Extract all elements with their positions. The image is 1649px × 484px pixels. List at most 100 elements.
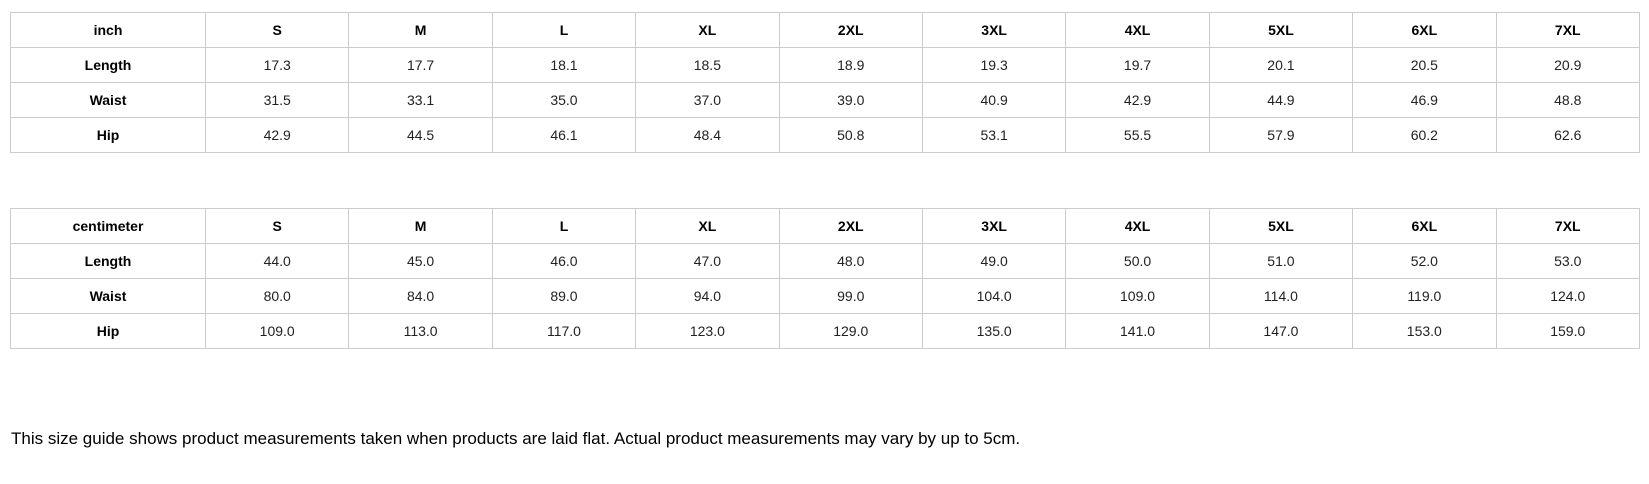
size-table-inch: inch S M L XL 2XL 3XL 4XL 5XL 6XL 7XL Length 17.3 17.… [10,12,1641,153]
measurement-cell: 42.9 [204,117,350,153]
measurement-cell: 48.4 [635,117,780,153]
measurement-cell: 104.0 [921,278,1067,314]
size-table-centimeter: centimeter S M L XL 2XL 3XL 4XL 5XL 6XL 7XL Length 4… [10,208,1641,349]
measurement-cell: 153.0 [1352,313,1497,349]
size-header-cell: XL [635,12,780,48]
unit-header-cell: inch [10,12,206,48]
measurement-cell: 119.0 [1352,278,1497,314]
row-label-cell: Hip [10,313,206,349]
measurement-cell: 37.0 [635,82,780,118]
measurement-cell: 18.9 [778,47,923,83]
measurement-cell: 60.2 [1352,117,1497,153]
size-header-cell: 7XL [1495,208,1641,244]
measurement-cell: 33.1 [348,82,493,118]
row-label-cell: Hip [10,117,206,153]
measurement-cell: 159.0 [1495,313,1641,349]
measurement-cell: 48.8 [1495,82,1641,118]
measurement-cell: 109.0 [204,313,350,349]
row-label-cell: Waist [10,82,206,118]
measurement-cell: 62.6 [1495,117,1641,153]
measurement-cell: 44.0 [204,243,350,279]
table-body: inch S M L XL 2XL 3XL 4XL 5XL 6XL 7XL Length 17.3 17.… [10,12,1641,153]
measurement-cell: 109.0 [1065,278,1210,314]
measurement-row: Waist 80.0 84.0 89.0 94.0 99.0 104.0 109.0 114.0… [10,278,1641,314]
measurement-cell: 46.1 [491,117,637,153]
measurement-cell: 44.5 [348,117,493,153]
size-header-cell: 4XL [1065,12,1210,48]
measurement-cell: 123.0 [635,313,780,349]
measurement-cell: 42.9 [1065,82,1210,118]
measurement-cell: 135.0 [921,313,1067,349]
measurement-cell: 40.9 [921,82,1067,118]
measurement-cell: 17.3 [204,47,350,83]
size-header-cell: 6XL [1352,12,1497,48]
measurement-cell: 50.8 [778,117,923,153]
measurement-cell: 114.0 [1208,278,1354,314]
measurement-cell: 80.0 [204,278,350,314]
row-label-cell: Length [10,47,206,83]
measurement-cell: 20.5 [1352,47,1497,83]
measurement-cell: 124.0 [1495,278,1641,314]
header-row: centimeter S M L XL 2XL 3XL 4XL 5XL 6XL 7XL [10,208,1641,244]
measurement-cell: 51.0 [1208,243,1354,279]
measurement-cell: 18.5 [635,47,780,83]
measurement-cell: 147.0 [1208,313,1354,349]
measurement-cell: 46.9 [1352,82,1497,118]
measurement-cell: 44.9 [1208,82,1354,118]
size-header-cell: 2XL [778,12,923,48]
measurement-cell: 53.1 [921,117,1067,153]
size-header-cell: S [204,12,350,48]
size-header-cell: 3XL [921,12,1067,48]
measurement-cell: 94.0 [635,278,780,314]
header-row: inch S M L XL 2XL 3XL 4XL 5XL 6XL 7XL [10,12,1641,48]
measurement-cell: 57.9 [1208,117,1354,153]
table-spacer [10,153,1640,208]
measurement-row: Hip 42.9 44.5 46.1 48.4 50.8 53.1 55.5 57.9 60.2 6… [10,117,1641,153]
row-label-cell: Length [10,243,206,279]
size-header-cell: 5XL [1208,208,1354,244]
size-header-cell: M [348,208,493,244]
measurement-cell: 50.0 [1065,243,1210,279]
measurement-cell: 20.1 [1208,47,1354,83]
measurement-cell: 89.0 [491,278,637,314]
size-header-cell: 6XL [1352,208,1497,244]
measurement-cell: 141.0 [1065,313,1210,349]
size-header-cell: M [348,12,493,48]
table-body: centimeter S M L XL 2XL 3XL 4XL 5XL 6XL 7XL Length 4… [10,208,1641,349]
size-header-cell: L [491,208,637,244]
unit-header-cell: centimeter [10,208,206,244]
size-header-cell: S [204,208,350,244]
measurement-cell: 52.0 [1352,243,1497,279]
measurement-cell: 49.0 [921,243,1067,279]
measurement-cell: 55.5 [1065,117,1210,153]
measurement-cell: 48.0 [778,243,923,279]
measurement-row: Length 17.3 17.7 18.1 18.5 18.9 19.3 19.7 20.1 20… [10,47,1641,83]
measurement-cell: 18.1 [491,47,637,83]
measurement-cell: 20.9 [1495,47,1641,83]
size-header-cell: 4XL [1065,208,1210,244]
measurement-cell: 19.7 [1065,47,1210,83]
measurement-cell: 39.0 [778,82,923,118]
size-header-cell: 7XL [1495,12,1641,48]
size-header-cell: 3XL [921,208,1067,244]
measurement-row: Waist 31.5 33.1 35.0 37.0 39.0 40.9 42.9 44.9 46.… [10,82,1641,118]
measurement-cell: 47.0 [635,243,780,279]
row-label-cell: Waist [10,278,206,314]
size-guide-note: This size guide shows product measuremen… [11,429,1021,448]
measurement-cell: 35.0 [491,82,637,118]
measurement-cell: 31.5 [204,82,350,118]
size-header-cell: 5XL [1208,12,1354,48]
measurement-row: Length 44.0 45.0 46.0 47.0 48.0 49.0 50.0 51.0 52… [10,243,1641,279]
size-header-cell: 2XL [778,208,923,244]
measurement-cell: 45.0 [348,243,493,279]
measurement-cell: 84.0 [348,278,493,314]
measurement-cell: 46.0 [491,243,637,279]
measurement-cell: 17.7 [348,47,493,83]
size-header-cell: XL [635,208,780,244]
measurement-cell: 99.0 [778,278,923,314]
size-guide-section: inch S M L XL 2XL 3XL 4XL 5XL 6XL 7XL Length 17.3 17.… [10,12,1641,448]
size-header-cell: L [491,12,637,48]
measurement-cell: 19.3 [921,47,1067,83]
measurement-cell: 129.0 [778,313,923,349]
measurement-row: Hip 109.0 113.0 117.0 123.0 129.0 135.0 141.0 14… [10,313,1641,349]
